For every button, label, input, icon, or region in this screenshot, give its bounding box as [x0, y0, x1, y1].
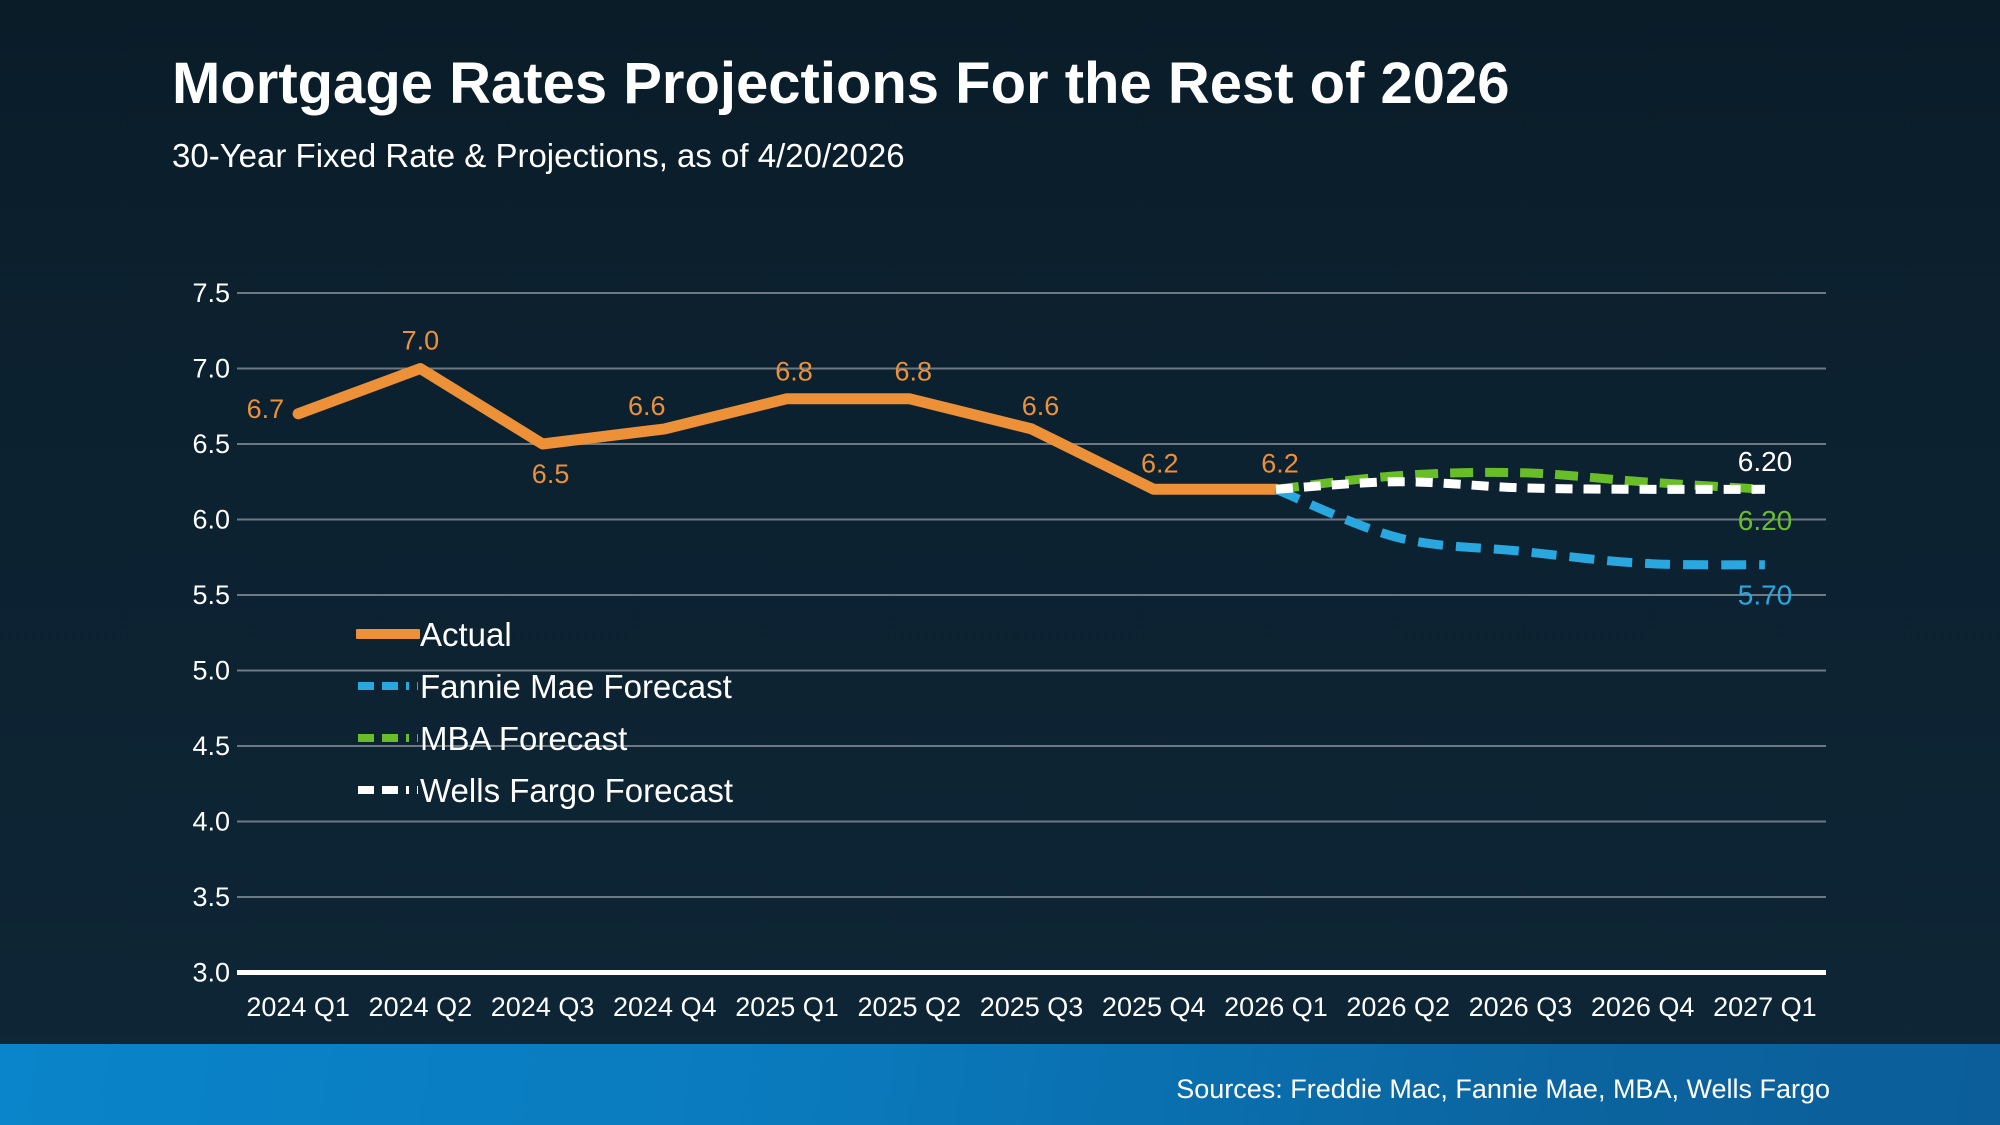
series-line-mba-forecast — [1275, 467, 1766, 494]
y-axis-tick-label: 7.5 — [192, 278, 230, 308]
x-axis-category-label: 2026 Q4 — [1591, 992, 1695, 1022]
data-label-actual: 7.0 — [402, 326, 440, 356]
x-axis-category-label: 2025 Q3 — [980, 992, 1084, 1022]
end-label-wells-fargo-forecast: 6.20 — [1738, 446, 1793, 477]
data-label-actual: 6.6 — [628, 391, 666, 421]
y-axis-tick-label: 3.5 — [192, 882, 230, 912]
data-label-actual: 6.6 — [1022, 391, 1060, 421]
data-label-actual: 6.8 — [894, 357, 932, 387]
y-axis-tick-label: 5.0 — [192, 656, 230, 686]
series-line-actual — [292, 363, 1282, 495]
legend-label-mba-forecast: MBA Forecast — [420, 719, 628, 757]
x-axis-category-label: 2025 Q4 — [1102, 992, 1206, 1022]
data-label-actual: 6.5 — [532, 459, 570, 489]
x-axis-category-label: 2026 Q3 — [1469, 992, 1573, 1022]
x-axis-category-label: 2024 Q2 — [369, 992, 473, 1022]
legend-item-mba-forecast: MBA Forecast — [356, 712, 733, 764]
x-axis-category-label: 2025 Q2 — [857, 992, 961, 1022]
y-axis-tick-label: 7.0 — [192, 354, 230, 384]
legend-swatch-actual — [356, 629, 420, 639]
legend-swatch-wells-fargo-forecast — [358, 786, 418, 794]
legend-item-fannie-mae-forecast: Fannie Mae Forecast — [356, 660, 733, 712]
x-axis-category-label: 2025 Q1 — [735, 992, 839, 1022]
data-label-actual: 6.2 — [1141, 448, 1179, 478]
y-axis-tick-label: 6.5 — [192, 429, 230, 459]
page-title: Mortgage Rates Projections For the Rest … — [172, 51, 1510, 116]
legend-swatch-fannie-mae-forecast — [358, 682, 418, 690]
end-label-fannie-mae-forecast: 5.70 — [1738, 579, 1793, 610]
y-axis-tick-label: 4.0 — [192, 807, 230, 837]
x-axis-category-label: 2024 Q3 — [491, 992, 595, 1022]
legend-label-wells-fargo-forecast: Wells Fargo Forecast — [420, 771, 733, 809]
x-axis-category-label: 2027 Q1 — [1713, 992, 1817, 1022]
y-axis-tick-label: 6.0 — [192, 505, 230, 535]
y-axis-tick-label: 3.0 — [192, 958, 230, 988]
data-label-actual: 6.8 — [775, 357, 813, 387]
data-label-actual: 6.7 — [247, 394, 285, 424]
page-subtitle: 30-Year Fixed Rate & Projections, as of … — [172, 137, 905, 174]
legend-item-actual: Actual — [356, 608, 733, 660]
x-axis-category-label: 2026 Q2 — [1346, 992, 1450, 1022]
legend-item-wells-fargo-forecast: Wells Fargo Forecast — [356, 764, 733, 816]
header: Mortgage Rates Projections For the Rest … — [172, 50, 1510, 175]
y-axis-tick-label: 4.5 — [192, 731, 230, 761]
series-line-wells-fargo-forecast — [1275, 477, 1765, 494]
legend-label-fannie-mae-forecast: Fannie Mae Forecast — [420, 667, 732, 705]
y-axis-tick-label: 5.5 — [192, 580, 230, 610]
sources-text: Sources: Freddie Mac, Fannie Mae, MBA, W… — [1176, 1074, 1830, 1104]
end-label-mba-forecast: 6.20 — [1738, 505, 1793, 536]
data-label-actual: 6.2 — [1261, 448, 1299, 478]
chart-legend: Actual Fannie Mae Forecast MBA Forecast Wel… — [356, 608, 733, 816]
x-axis-category-label: 2026 Q1 — [1224, 992, 1328, 1022]
x-axis-category-label: 2024 Q4 — [613, 992, 717, 1022]
legend-swatch-mba-forecast — [358, 734, 418, 742]
x-axis-category-label: 2024 Q1 — [246, 992, 350, 1022]
footer-bar: Sources: Freddie Mac, Fannie Mae, MBA, W… — [0, 1044, 2000, 1125]
legend-label-actual: Actual — [420, 615, 512, 653]
series-line-fannie-mae-forecast — [1274, 485, 1765, 570]
